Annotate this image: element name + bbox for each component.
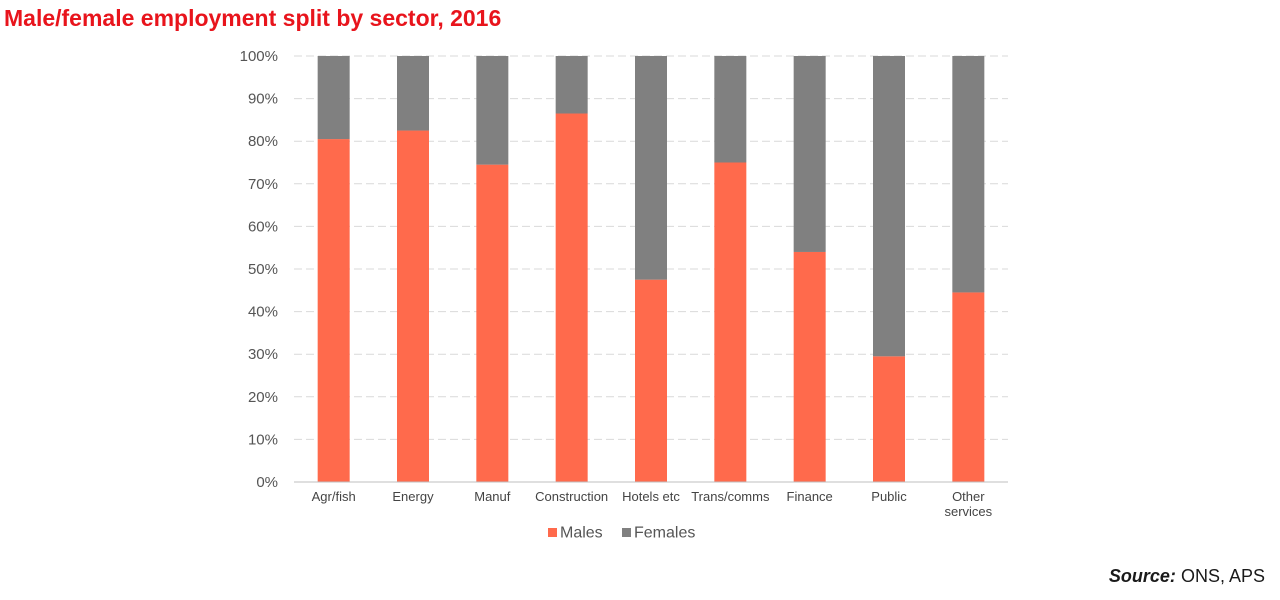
legend-label-females: Females — [634, 525, 695, 542]
y-tick-label: 30% — [248, 346, 278, 363]
bar-females-manuf — [476, 56, 509, 165]
legend: Males Females — [548, 525, 695, 542]
x-axis-category-labels: Agr/fish Energy Manuf Construction Hotels et… — [312, 489, 993, 519]
x-tick-label: Public — [871, 489, 907, 504]
bar-females-trans-comms — [714, 56, 747, 163]
bar-females-energy — [397, 56, 429, 131]
bar-males-construction — [555, 113, 588, 482]
bar-males-finance — [793, 251, 826, 482]
bar-females-finance — [793, 56, 826, 252]
bar-males-other-services — [952, 292, 985, 482]
bar-males-trans-comms — [714, 162, 747, 482]
y-tick-label: 90% — [248, 91, 278, 108]
bar-females-public — [873, 56, 905, 357]
bar-males-energy — [397, 130, 429, 483]
y-tick-label: 100% — [240, 48, 278, 65]
x-tick-label: Trans/comms — [691, 489, 770, 504]
y-axis-tick-labels: 0% 10% 20% 30% 40% 50% 60% 70% 80% 90% 100% — [240, 48, 278, 491]
y-tick-label: 70% — [248, 176, 278, 193]
x-tick-label: Finance — [787, 489, 833, 504]
bar-males-manuf — [476, 164, 509, 482]
x-tick-label: Agr/fish — [312, 489, 356, 504]
legend-swatch-females — [622, 528, 631, 537]
x-tick-label: Other services — [944, 489, 992, 519]
legend-swatch-males — [548, 528, 557, 537]
source-note: Source: ONS, APS — [1109, 566, 1265, 587]
y-tick-label: 80% — [248, 133, 278, 150]
y-tick-label: 60% — [248, 218, 278, 235]
bar-males-public — [873, 356, 905, 482]
bar-males-hotels-etc — [635, 279, 667, 482]
y-tick-label: 40% — [248, 304, 278, 321]
x-tick-label: Manuf — [474, 489, 511, 504]
chart-title: Male/female employment split by sector, … — [4, 5, 502, 31]
x-tick-label: Construction — [535, 489, 608, 504]
legend-label-males: Males — [560, 525, 603, 542]
bar-females-hotels-etc — [635, 56, 667, 280]
bar-chart: 0% 10% 20% 30% 40% 50% 60% 70% 80% 90% 100% Agr/fi… — [240, 48, 1008, 542]
bars — [317, 56, 985, 483]
bar-females-agr-fish — [317, 56, 350, 140]
y-tick-label: 10% — [248, 431, 278, 448]
x-tick-label: Hotels etc — [622, 489, 680, 504]
source-label: Source: — [1108, 566, 1176, 586]
source-text: ONS, APS — [1180, 566, 1265, 586]
x-tick-label: Energy — [392, 489, 434, 504]
y-tick-label: 0% — [256, 474, 278, 491]
y-tick-label: 50% — [248, 261, 278, 278]
y-tick-label: 20% — [248, 389, 278, 406]
bar-females-construction — [555, 56, 588, 114]
bar-males-agr-fish — [317, 139, 350, 482]
bar-females-other-services — [952, 56, 985, 293]
